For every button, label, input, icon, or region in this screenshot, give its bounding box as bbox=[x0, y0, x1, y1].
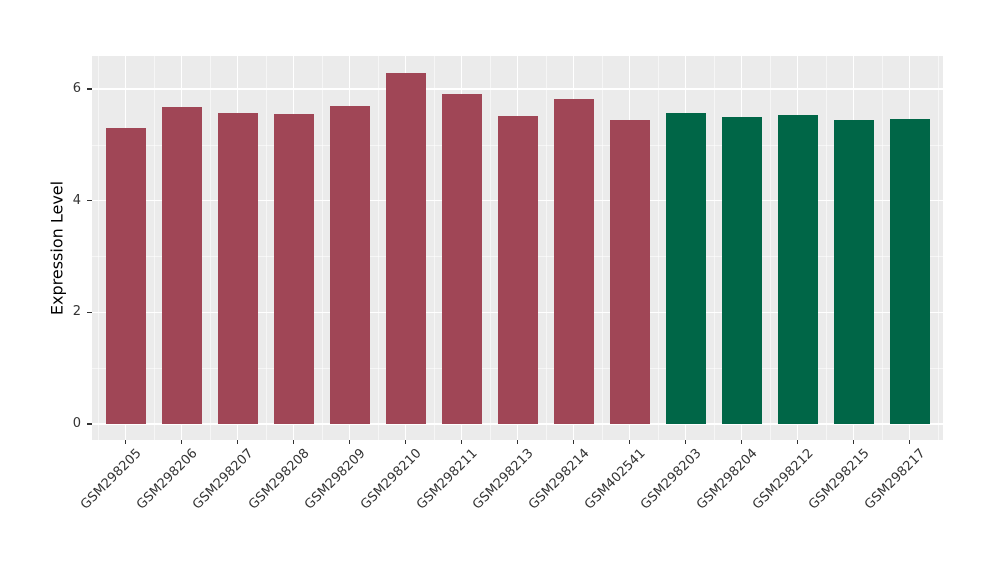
y-tick-mark bbox=[87, 423, 92, 425]
gridline-minor-v bbox=[545, 56, 547, 440]
x-tick-label: GSM298213 bbox=[469, 446, 537, 513]
bar-GSM298204 bbox=[721, 116, 762, 424]
y-tick-label: 4 bbox=[72, 192, 81, 208]
x-tick-mark bbox=[348, 440, 351, 444]
bar-GSM298214 bbox=[553, 98, 594, 424]
y-tick-label: 0 bbox=[72, 416, 81, 431]
bar-GSM298203 bbox=[665, 112, 706, 424]
x-tick-mark bbox=[124, 440, 127, 444]
x-tick-mark bbox=[180, 440, 183, 444]
x-tick-label: GSM298204 bbox=[693, 446, 761, 513]
x-tick-mark bbox=[460, 440, 463, 444]
y-tick-label: 6 bbox=[72, 80, 81, 96]
plot-panel bbox=[92, 56, 943, 440]
y-tick-mark bbox=[87, 311, 92, 314]
x-tick-mark bbox=[684, 440, 687, 444]
bar-GSM298213 bbox=[497, 115, 538, 424]
x-tick-mark bbox=[740, 440, 743, 444]
bar-GSM298206 bbox=[161, 106, 202, 424]
bar-GSM298217 bbox=[889, 119, 930, 424]
gridline-minor-v bbox=[769, 56, 771, 440]
gridline-minor-v bbox=[489, 56, 491, 440]
y-tick-mark bbox=[87, 88, 92, 90]
gridline-minor-v bbox=[881, 56, 883, 440]
x-tick-mark bbox=[516, 440, 519, 444]
x-tick-mark bbox=[236, 440, 239, 444]
x-tick-mark bbox=[796, 440, 799, 444]
x-tick-label: GSM298210 bbox=[357, 446, 425, 513]
gridline-minor-v bbox=[209, 56, 211, 440]
x-tick-mark bbox=[852, 440, 855, 444]
x-tick-label: GSM298215 bbox=[805, 446, 873, 513]
bar-GSM298207 bbox=[217, 112, 258, 424]
gridline-minor-v bbox=[825, 56, 827, 440]
bar-GSM298211 bbox=[441, 93, 482, 424]
gridline-minor-v bbox=[377, 56, 379, 440]
bar-GSM402541 bbox=[609, 120, 650, 424]
bar-GSM298209 bbox=[329, 106, 370, 424]
x-tick-label: GSM298211 bbox=[413, 446, 481, 513]
gridline-minor-v bbox=[713, 56, 715, 440]
gridline-minor-v bbox=[153, 56, 155, 440]
x-tick-mark bbox=[628, 440, 631, 444]
x-tick-label: GSM298209 bbox=[301, 446, 369, 513]
bar-GSM298212 bbox=[777, 115, 818, 424]
gridline-minor-v bbox=[97, 56, 99, 440]
x-tick-label: GSM298206 bbox=[133, 446, 201, 513]
x-tick-mark bbox=[572, 440, 575, 444]
x-tick-label: GSM298208 bbox=[245, 446, 313, 513]
gridline-minor-v bbox=[265, 56, 267, 440]
x-tick-label: GSM298203 bbox=[637, 446, 705, 513]
gridline-minor-v bbox=[433, 56, 435, 440]
x-tick-label: GSM298207 bbox=[189, 446, 257, 513]
x-tick-label: GSM298205 bbox=[77, 446, 145, 513]
gridline-minor-v bbox=[601, 56, 603, 440]
bar-GSM298210 bbox=[385, 73, 426, 424]
y-tick-mark bbox=[87, 199, 92, 202]
x-tick-label: GSM298214 bbox=[525, 446, 593, 513]
bar-GSM298205 bbox=[105, 127, 146, 424]
x-tick-label: GSM402541 bbox=[581, 446, 649, 513]
x-tick-mark bbox=[908, 440, 911, 444]
bar-GSM298208 bbox=[273, 114, 314, 424]
x-tick-label: GSM298217 bbox=[861, 446, 929, 513]
gridline-minor-v bbox=[937, 56, 939, 440]
y-tick-label: 2 bbox=[72, 304, 81, 320]
x-tick-mark bbox=[404, 440, 407, 444]
gridline-minor-v bbox=[657, 56, 659, 440]
gridline-minor-v bbox=[321, 56, 323, 440]
x-tick-mark bbox=[292, 440, 295, 444]
bar-GSM298215 bbox=[833, 120, 874, 424]
x-tick-label: GSM298212 bbox=[749, 446, 817, 513]
